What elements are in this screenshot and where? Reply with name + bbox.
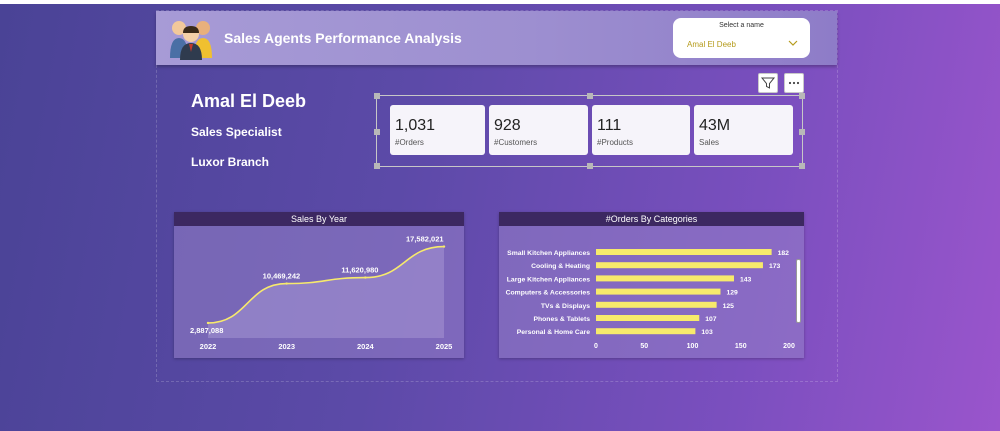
kpi-value: 928 [494, 117, 521, 134]
resize-handle[interactable] [587, 93, 593, 99]
x-tick-label: 0 [594, 343, 598, 350]
category-label: Small Kitchen Appliances [507, 250, 590, 257]
data-label: 10,469,242 [263, 272, 301, 281]
category-label: Phones & Tablets [533, 316, 590, 323]
line-chart-svg: 2,887,088 2022 10,469,242 2023 11,620,980 202… [190, 235, 453, 351]
resize-handle[interactable] [374, 129, 380, 135]
data-label: 129 [726, 290, 738, 297]
page-title: Sales Agents Performance Analysis [224, 30, 462, 46]
category-label: Cooling & Heating [531, 263, 590, 270]
kpi-group-frame[interactable] [374, 93, 805, 169]
sales-by-year-chart[interactable]: Sales By Year 2,887,088 2022 10,469,242 202… [174, 212, 464, 358]
data-label: 125 [723, 303, 735, 310]
data-label: 17,582,021 [406, 235, 444, 244]
resize-handle[interactable] [374, 93, 380, 99]
header-bar: Sales Agents Performance Analysis Select… [156, 11, 837, 65]
orders-by-categories-chart[interactable]: #Orders By Categories Small Kitchen Appl… [499, 212, 804, 358]
bar-chart-svg: Small Kitchen Appliances 182 Cooling & Hea… [506, 249, 795, 350]
vertical-scrollbar[interactable] [796, 259, 801, 323]
x-tick-label: 2024 [357, 342, 375, 351]
people-group-icon [170, 21, 212, 60]
chart-title: #Orders By Categories [499, 212, 804, 226]
kpi-value: 43M [699, 117, 731, 134]
data-label: 173 [769, 263, 781, 270]
x-tick-label: 50 [640, 343, 648, 350]
bar [596, 262, 763, 269]
line-point [442, 245, 446, 248]
resize-handle[interactable] [374, 163, 380, 169]
kpi-value: 1,031 [395, 117, 436, 134]
resize-handle[interactable] [799, 163, 805, 169]
kpi-label: #Customers [494, 138, 538, 147]
line-point [206, 321, 210, 325]
category-label: Computers & Accessories [506, 290, 591, 297]
kpi-label: Sales [699, 138, 720, 147]
x-tick-label: 100 [687, 343, 699, 350]
kpi-label: #Products [597, 138, 634, 147]
chart-title: Sales By Year [174, 212, 464, 226]
resize-handle[interactable] [799, 93, 805, 99]
line-point [285, 282, 288, 285]
kpi-card-customers[interactable]: 928 #Customers [489, 105, 588, 155]
data-label: 2,887,088 [190, 326, 223, 335]
line-area [208, 246, 444, 338]
x-tick-label: 150 [735, 343, 747, 350]
chevron-down-icon[interactable] [788, 38, 798, 48]
data-label: 182 [778, 250, 790, 257]
x-tick-label: 200 [783, 343, 795, 350]
sales-line [207, 245, 445, 324]
filter-icon [760, 77, 776, 89]
bar [596, 315, 700, 321]
agent-role: Sales Specialist [191, 125, 282, 139]
bar [596, 328, 696, 335]
category-label: Large Kitchen Appliances [507, 276, 590, 283]
more-options-icon [788, 81, 800, 85]
x-tick-label: 2023 [278, 342, 295, 351]
resize-handle[interactable] [799, 129, 805, 135]
slicer-label: Select a name [719, 22, 764, 29]
more-options-button[interactable] [784, 73, 804, 93]
line-point [364, 276, 367, 279]
category-label: Personal & Home Care [517, 329, 591, 336]
bar [596, 301, 717, 308]
agent-branch: Luxor Branch [191, 155, 270, 169]
name-slicer[interactable]: Select a name Amal El Deeb [673, 18, 810, 58]
kpi-card-products[interactable]: 111 #Products [592, 105, 690, 155]
data-label: 107 [705, 316, 717, 323]
category-label: TVs & Displays [541, 303, 590, 310]
data-label: 103 [701, 329, 713, 336]
x-tick-label: 2025 [436, 342, 453, 351]
kpi-card-orders[interactable]: 1,031 #Orders [390, 105, 485, 155]
bar [596, 288, 721, 295]
bar [596, 275, 734, 282]
kpi-value: 111 [597, 117, 622, 134]
data-label: 143 [740, 276, 752, 283]
resize-handle[interactable] [587, 163, 593, 169]
kpi-label: #Orders [395, 138, 424, 147]
report-page [156, 10, 838, 382]
bar [596, 249, 772, 255]
kpi-card-sales[interactable]: 43M Sales [694, 105, 793, 155]
slicer-selected-value[interactable]: Amal El Deeb [687, 40, 736, 49]
x-tick-label: 2022 [200, 342, 217, 351]
filter-button[interactable] [758, 73, 778, 93]
agent-name: Amal El Deeb [191, 91, 307, 111]
data-label: 11,620,980 [341, 266, 378, 275]
